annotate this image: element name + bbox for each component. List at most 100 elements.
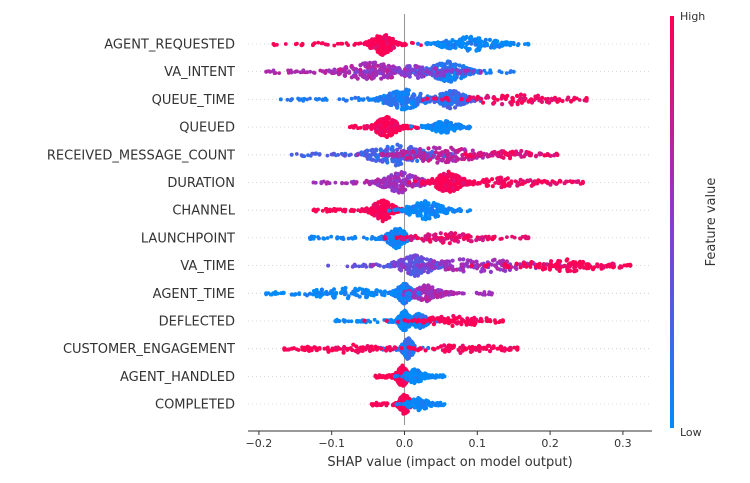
data-point — [490, 237, 495, 242]
data-point — [317, 236, 321, 241]
data-point — [400, 124, 405, 129]
data-point — [498, 175, 503, 180]
data-point — [401, 326, 406, 332]
data-point — [375, 320, 380, 325]
data-point — [375, 127, 380, 132]
data-point — [371, 75, 376, 80]
data-point — [628, 263, 633, 268]
data-point — [364, 178, 369, 183]
data-point — [412, 254, 417, 259]
data-point — [456, 71, 461, 76]
data-point — [542, 153, 547, 158]
data-point — [439, 97, 445, 102]
data-point — [383, 100, 388, 105]
data-point — [462, 147, 467, 152]
data-point — [369, 126, 374, 131]
data-point — [457, 99, 462, 104]
data-point — [384, 179, 389, 184]
data-point — [376, 200, 381, 205]
data-point — [573, 179, 579, 184]
data-point — [397, 227, 402, 232]
data-point — [435, 176, 440, 182]
data-point — [352, 208, 357, 213]
data-point — [419, 319, 424, 324]
data-point — [535, 181, 540, 186]
data-point — [448, 46, 453, 51]
data-point — [394, 130, 399, 135]
data-point — [364, 124, 369, 129]
data-point — [289, 68, 293, 73]
data-point — [519, 154, 524, 159]
data-point — [378, 117, 383, 122]
data-point — [401, 207, 406, 212]
data-point — [528, 151, 534, 156]
data-point — [443, 95, 449, 100]
data-point — [450, 185, 455, 190]
data-point — [410, 235, 416, 240]
data-point — [495, 266, 500, 271]
data-point — [471, 68, 476, 73]
data-point — [426, 283, 431, 288]
data-point — [537, 261, 542, 266]
data-point — [373, 179, 378, 184]
data-point — [357, 98, 361, 103]
data-point — [414, 147, 419, 152]
data-point — [355, 152, 360, 157]
data-point — [500, 102, 505, 107]
data-point — [433, 66, 438, 71]
data-point — [342, 153, 347, 158]
data-point — [515, 93, 520, 98]
data-point — [317, 152, 322, 157]
data-point — [493, 320, 498, 325]
data-point — [451, 158, 456, 163]
data-point — [556, 98, 562, 103]
data-point — [296, 348, 301, 352]
data-point — [410, 67, 415, 72]
data-point — [412, 322, 417, 327]
data-point — [381, 177, 386, 182]
data-point — [477, 236, 482, 242]
data-point — [333, 180, 338, 185]
data-point — [497, 259, 502, 264]
data-point — [463, 68, 468, 73]
data-point — [431, 322, 436, 327]
data-point — [447, 241, 452, 246]
data-point — [415, 256, 420, 261]
data-point — [425, 270, 430, 275]
data-point — [592, 265, 597, 270]
data-point — [507, 181, 512, 186]
data-point — [483, 264, 489, 269]
data-point — [518, 265, 523, 270]
data-point — [395, 289, 400, 294]
data-point — [389, 147, 394, 152]
data-point — [407, 292, 412, 297]
data-point — [542, 265, 547, 270]
data-point — [350, 291, 355, 296]
data-point — [523, 42, 527, 46]
data-point — [337, 97, 342, 102]
data-point — [417, 322, 422, 328]
data-point — [518, 92, 524, 97]
data-point — [402, 107, 407, 112]
data-point — [463, 45, 468, 50]
data-point — [381, 93, 387, 98]
data-point — [485, 93, 490, 98]
data-point — [454, 68, 459, 73]
data-point — [367, 63, 372, 68]
data-point — [488, 269, 493, 274]
data-point — [607, 262, 612, 267]
data-point — [455, 321, 460, 326]
data-point — [499, 185, 504, 190]
data-point — [308, 69, 313, 74]
data-point — [453, 231, 458, 236]
data-point — [371, 293, 376, 298]
data-point — [361, 97, 366, 102]
data-point — [489, 291, 494, 296]
data-point — [426, 124, 431, 130]
data-point — [518, 177, 523, 182]
data-point — [340, 288, 345, 293]
data-point — [395, 105, 400, 110]
data-point — [461, 64, 466, 69]
data-point — [326, 263, 331, 268]
